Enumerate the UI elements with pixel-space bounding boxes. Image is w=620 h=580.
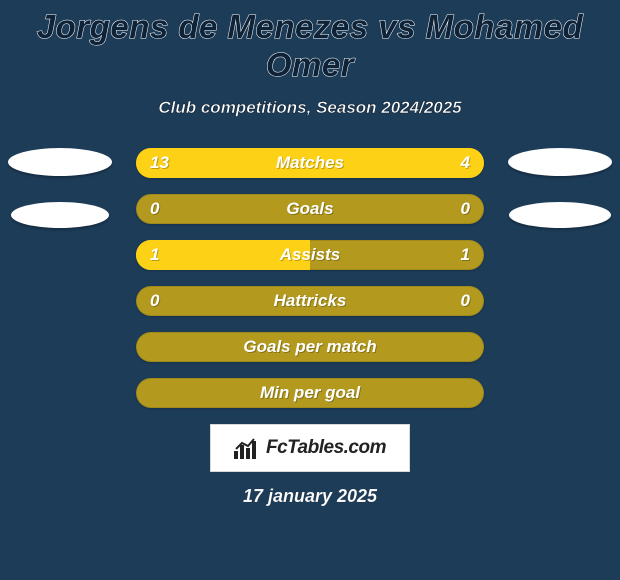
stat-bar: Matches 13 4 xyxy=(136,148,484,178)
stat-bar: Min per goal xyxy=(136,378,484,408)
stat-value-right: 0 xyxy=(461,199,470,219)
logo-text: FcTables.com xyxy=(266,437,386,459)
player-placeholder xyxy=(509,202,611,228)
stat-value-right: 4 xyxy=(461,153,470,173)
stat-bar: Assists 1 1 xyxy=(136,240,484,270)
player-placeholder xyxy=(508,148,612,176)
stat-value-right: 1 xyxy=(461,245,470,265)
stat-bar: Goals 0 0 xyxy=(136,194,484,224)
stat-bar: Hattricks 0 0 xyxy=(136,286,484,316)
stats-area: Matches134Goals00Assists11Hattricks00Goa… xyxy=(0,148,620,408)
stat-value-left: 1 xyxy=(150,245,159,265)
stat-label: Matches xyxy=(276,153,344,173)
player-placeholder xyxy=(8,148,112,176)
chart-icon xyxy=(234,437,260,459)
stat-label: Goals xyxy=(286,199,333,219)
date-label: 17 january 2025 xyxy=(0,486,620,507)
stat-bar: Goals per match xyxy=(136,332,484,362)
stat-label: Assists xyxy=(280,245,340,265)
page-subtitle: Club competitions, Season 2024/2025 xyxy=(0,98,620,118)
left-player-placeholders xyxy=(0,148,120,228)
stat-value-left: 13 xyxy=(150,153,169,173)
page-title: Jorgens de Menezes vs Mohamed Omer xyxy=(0,0,620,84)
right-player-placeholders xyxy=(500,148,620,228)
fctables-logo: FcTables.com xyxy=(210,424,410,472)
stat-bars: Matches134Goals00Assists11Hattricks00Goa… xyxy=(136,148,484,408)
stat-value-right: 0 xyxy=(461,291,470,311)
stat-value-left: 0 xyxy=(150,291,159,311)
stat-label: Min per goal xyxy=(260,383,360,403)
stat-label: Goals per match xyxy=(243,337,376,357)
player-placeholder xyxy=(11,202,109,228)
stat-value-left: 0 xyxy=(150,199,159,219)
stat-label: Hattricks xyxy=(274,291,347,311)
